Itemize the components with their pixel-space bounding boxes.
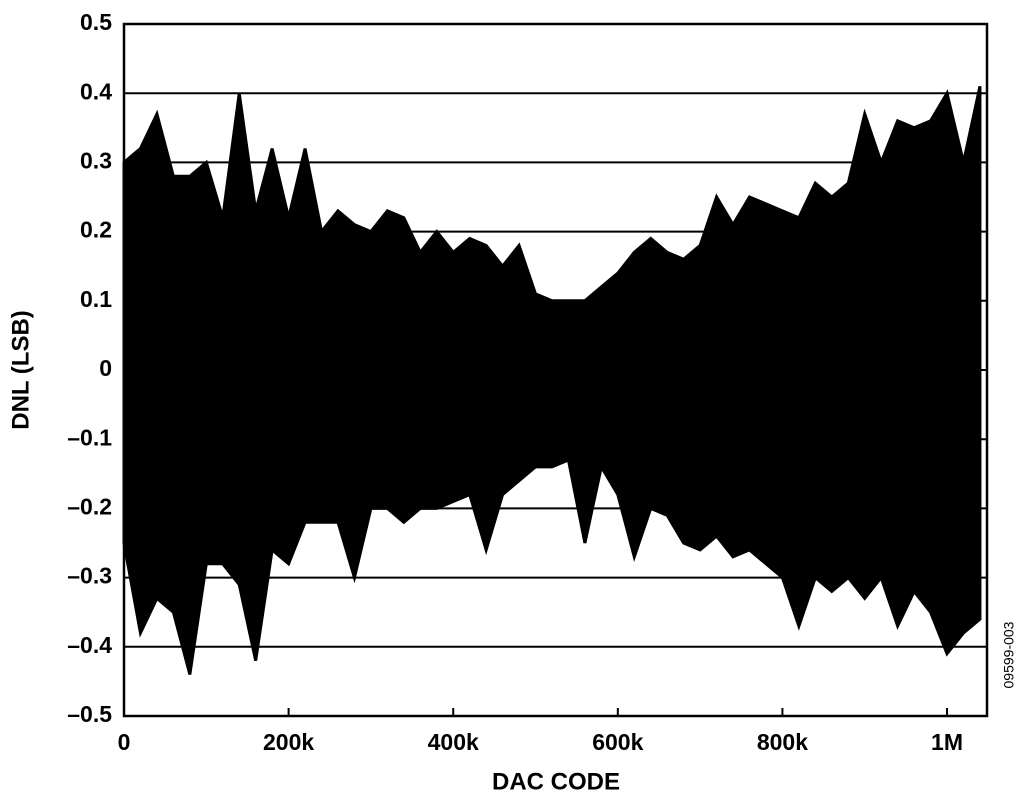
y-axis-label: DNL (LSB) [7,310,34,430]
y-tick-label: –0.4 [67,632,112,658]
x-tick-label: 800k [757,729,808,755]
y-tick-label: –0.1 [67,424,112,450]
figure-code: 09599-003 [1001,621,1017,688]
x-tick-label: 200k [263,729,314,755]
y-tick-label: –0.3 [67,563,112,589]
y-tick-label: –0.5 [67,701,112,727]
y-tick-label: 0 [99,355,112,381]
x-tick-label: 400k [428,729,479,755]
plot-frame [122,22,989,718]
y-tick-label: –0.2 [67,493,112,519]
x-tick-label: 0 [118,729,131,755]
x-axis-label: DAC CODE [492,768,620,795]
y-tick-label: 0.3 [80,147,112,173]
dnl-area [122,368,982,675]
y-tick-label: 0.5 [80,9,112,35]
y-tick-label: 0.2 [80,217,112,243]
x-tick-label: 1M [931,729,963,755]
x-tick-label: 600k [592,729,643,755]
y-tick-label: 0.4 [80,78,112,104]
dnl-area [122,85,982,372]
y-tick-label: 0.1 [80,286,112,312]
